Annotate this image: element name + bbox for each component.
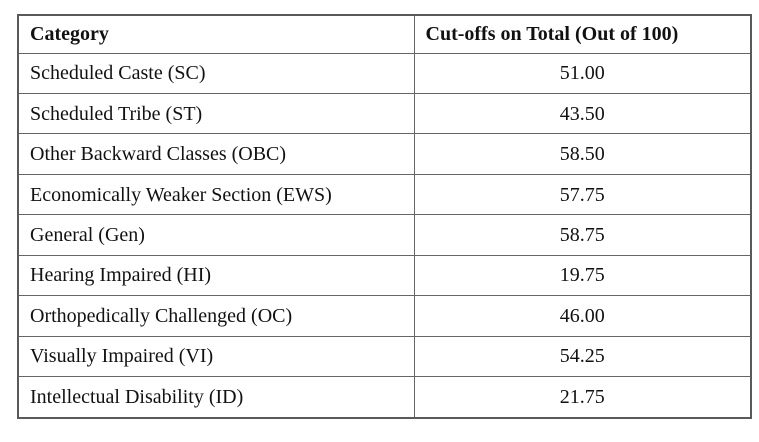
cutoff-value-cell: 19.75 bbox=[413, 254, 752, 297]
table-row: Economically Weaker Section (EWS) 57.75 bbox=[17, 173, 752, 216]
table-row: Intellectual Disability (ID) 21.75 bbox=[17, 376, 752, 419]
table-body: Scheduled Caste (SC) 51.00 Scheduled Tri… bbox=[17, 52, 752, 419]
cutoff-value-cell: 57.75 bbox=[413, 173, 752, 216]
cutoff-value-cell: 54.25 bbox=[413, 335, 752, 378]
category-cell: Scheduled Caste (SC) bbox=[17, 52, 415, 94]
cutoff-table: Category Cut-offs on Total (Out of 100) … bbox=[17, 14, 752, 419]
category-cell: Other Backward Classes (OBC) bbox=[17, 133, 415, 175]
table-row: Scheduled Caste (SC) 51.00 bbox=[17, 52, 752, 94]
table-row: Other Backward Classes (OBC) 58.50 bbox=[17, 133, 752, 175]
category-cell: Scheduled Tribe (ST) bbox=[17, 92, 415, 135]
category-cell: Orthopedically Challenged (OC) bbox=[17, 295, 415, 337]
category-cell: General (Gen) bbox=[17, 214, 415, 256]
cutoff-value-cell: 58.50 bbox=[413, 133, 752, 175]
category-cell: Intellectual Disability (ID) bbox=[17, 376, 415, 419]
cutoff-value-cell: 58.75 bbox=[413, 214, 752, 256]
cutoff-value-cell: 46.00 bbox=[413, 295, 752, 337]
table-row: General (Gen) 58.75 bbox=[17, 214, 752, 256]
category-cell: Visually Impaired (VI) bbox=[17, 335, 415, 378]
cutoff-value-cell: 21.75 bbox=[413, 376, 752, 419]
table-row: Scheduled Tribe (ST) 43.50 bbox=[17, 92, 752, 135]
category-cell: Economically Weaker Section (EWS) bbox=[17, 173, 415, 216]
cutoff-value-cell: 51.00 bbox=[413, 52, 752, 94]
table-header: Category Cut-offs on Total (Out of 100) bbox=[17, 14, 752, 54]
table-row: Hearing Impaired (HI) 19.75 bbox=[17, 254, 752, 297]
category-cell: Hearing Impaired (HI) bbox=[17, 254, 415, 297]
table-row: Orthopedically Challenged (OC) 46.00 bbox=[17, 295, 752, 337]
header-category: Category bbox=[17, 14, 415, 54]
table-row: Visually Impaired (VI) 54.25 bbox=[17, 335, 752, 378]
header-cutoff: Cut-offs on Total (Out of 100) bbox=[413, 14, 752, 54]
header-row: Category Cut-offs on Total (Out of 100) bbox=[17, 14, 752, 54]
cutoff-value-cell: 43.50 bbox=[413, 92, 752, 135]
